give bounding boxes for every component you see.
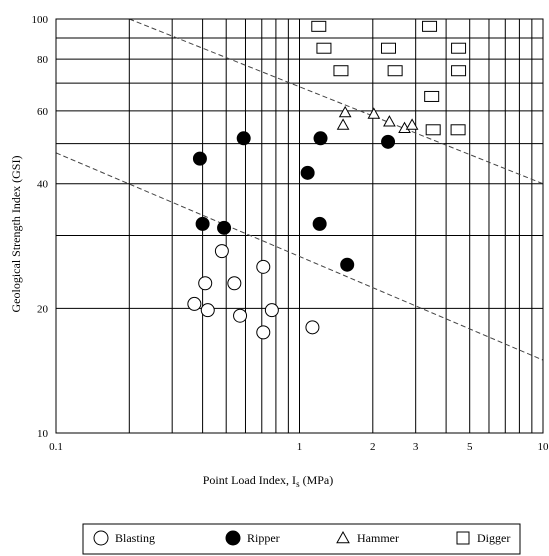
- y-tick-label: 60: [37, 106, 49, 118]
- x-tick-label: 5: [467, 441, 473, 453]
- blasting-point: [187, 296, 202, 311]
- ripper-point: [236, 131, 251, 146]
- boundary-line: [129, 18, 544, 185]
- legend-item-hammer: Hammer: [336, 530, 399, 545]
- y-tick-label: 20: [37, 303, 49, 315]
- legend-item-ripper: Ripper: [225, 530, 280, 546]
- legend-marker-circle: [93, 530, 109, 546]
- boundary-lines: [55, 18, 544, 361]
- digger-point: [380, 42, 396, 54]
- legend-label: Ripper: [247, 531, 280, 545]
- ripper-point: [381, 134, 396, 149]
- digger-point: [422, 20, 438, 32]
- ripper-point: [217, 220, 232, 235]
- blasting-point: [233, 308, 248, 323]
- legend-item-blasting: Blasting: [93, 530, 155, 546]
- digger-point: [451, 65, 467, 77]
- legend-label: Blasting: [115, 531, 155, 545]
- series-ripper: [192, 131, 396, 272]
- hammer-point: [405, 118, 419, 130]
- y-tick-label: 80: [37, 54, 49, 66]
- y-tick-labels: 10 20 40 60 80 100: [32, 14, 49, 440]
- ripper-point: [300, 165, 315, 180]
- legend-item-digger: Digger: [456, 531, 510, 545]
- ripper-point: [313, 131, 328, 146]
- x-tick-label: 0.1: [49, 441, 63, 453]
- legend-label: Digger: [477, 531, 510, 545]
- data-points: [187, 20, 467, 340]
- digger-point: [451, 42, 467, 54]
- blasting-point: [256, 259, 271, 274]
- legend-marker-triangle: [336, 530, 350, 544]
- blasting-point: [305, 320, 320, 335]
- ripper-point: [340, 257, 355, 272]
- series-hammer: [336, 105, 419, 134]
- x-tick-label: 2: [370, 441, 376, 453]
- series-digger: [311, 20, 467, 136]
- digger-point: [311, 20, 327, 32]
- grid-lines: [56, 19, 543, 433]
- y-tick-label: 40: [37, 179, 49, 191]
- digger-point: [316, 42, 332, 54]
- x-axis-title: Point Load Index, Is (MPa): [203, 473, 334, 489]
- digger-point: [450, 124, 466, 136]
- legend-marker-circle: [225, 530, 241, 546]
- blasting-point: [214, 244, 229, 259]
- blasting-point: [264, 303, 279, 318]
- plot-frame: [55, 18, 544, 434]
- legend-marker-square: [456, 531, 470, 545]
- legend: Blasting Ripper Hammer Digger: [82, 523, 521, 555]
- ripper-point: [195, 216, 210, 231]
- series-blasting: [187, 244, 320, 340]
- hammer-point: [336, 118, 350, 130]
- ripper-point: [312, 216, 327, 231]
- blasting-point: [200, 303, 215, 318]
- hammer-point: [338, 105, 352, 118]
- y-tick-label: 100: [32, 14, 49, 26]
- x-tick-labels: 0.1 1 2 3 5 10: [49, 441, 549, 453]
- boundary-line: [55, 152, 544, 361]
- ripper-point: [192, 151, 207, 166]
- legend-label: Hammer: [357, 531, 399, 545]
- digger-point: [387, 65, 403, 77]
- blasting-point: [227, 276, 242, 291]
- x-tick-label: 10: [538, 441, 549, 453]
- blasting-point: [256, 325, 271, 340]
- x-tick-label: 3: [413, 441, 419, 453]
- x-tick-label: 1: [297, 441, 303, 453]
- legend-box: [82, 523, 521, 555]
- digger-point: [333, 65, 349, 77]
- y-axis-title: Geological Strength Index (GSI): [9, 156, 23, 313]
- hammer-point: [383, 115, 396, 127]
- hammer-point: [367, 107, 381, 119]
- digger-point: [425, 124, 441, 136]
- y-tick-label: 10: [37, 428, 49, 440]
- blasting-point: [198, 276, 213, 291]
- digger-point: [424, 90, 440, 102]
